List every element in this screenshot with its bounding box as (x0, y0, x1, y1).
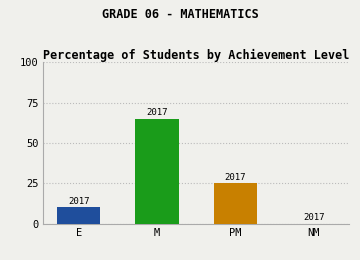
Text: 2017: 2017 (146, 108, 168, 117)
Bar (214, 183, 257, 224)
Text: GRADE 06 - MATHEMATICS: GRADE 06 - MATHEMATICS (102, 8, 258, 21)
Text: 2017: 2017 (225, 173, 246, 182)
Title: Percentage of Students by Achievement Level: Percentage of Students by Achievement Le… (43, 49, 350, 62)
Bar (57, 207, 100, 224)
Text: 2017: 2017 (68, 197, 89, 206)
Bar (135, 119, 179, 224)
Text: 2017: 2017 (303, 213, 324, 222)
